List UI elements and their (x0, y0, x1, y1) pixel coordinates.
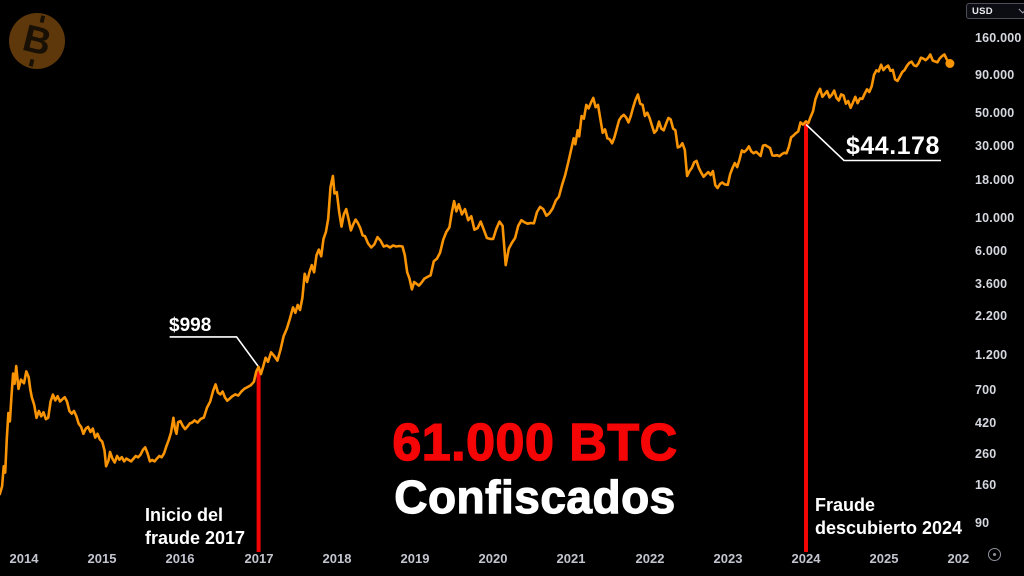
annotation-pointer-line (805, 123, 941, 162)
annotation-pointer-line (169, 336, 260, 368)
event-label-fraud-start: Inicio del fraude 2017 (145, 505, 246, 548)
event-label-fraud-discovered: Fraude descubierto 2024 (815, 495, 963, 538)
time-axis[interactable]: 2014 2015 2016 2017 2018 2019 2020 2021 2022 2023… (0, 547, 969, 569)
year-tick-label: 2015 (87, 551, 117, 566)
headline-btc-amount: 61.000 BTC (392, 414, 678, 472)
year-tick-label: 2024 (791, 551, 821, 566)
year-tick-label: 2016 (165, 551, 195, 566)
headline-confiscated: Confiscados (394, 471, 676, 523)
settings-icon[interactable] (988, 548, 1001, 561)
bitcoin-prong-bottom (28, 58, 35, 67)
year-tick-label: 2021 (556, 551, 586, 566)
bitcoin-b-icon: B (18, 17, 56, 65)
currency-label: USD (972, 5, 993, 17)
year-tick-label: 2014 (9, 551, 39, 566)
chevron-down-icon (1018, 5, 1024, 14)
year-tick-label: 2022 (635, 551, 665, 566)
last-price-dot (945, 59, 955, 68)
settings-icon-dot (993, 553, 996, 556)
year-tick-label: 2025 (869, 551, 899, 566)
year-tick-label: 2020 (478, 551, 508, 566)
price-line (0, 53, 952, 496)
year-tick-label: 2018 (322, 551, 352, 566)
year-tick-label: 2017 (244, 551, 274, 566)
price-annotation-44178: $44.178 (846, 132, 940, 160)
headline: 61.000 BTC Confiscados (320, 414, 750, 523)
bitcoin-logo: B (9, 13, 65, 69)
price-annotation-998: $998 (169, 315, 212, 336)
currency-selector[interactable]: USD (966, 3, 1024, 19)
year-tick-label: 2023 (713, 551, 743, 566)
year-tick-label: 2019 (400, 551, 430, 566)
